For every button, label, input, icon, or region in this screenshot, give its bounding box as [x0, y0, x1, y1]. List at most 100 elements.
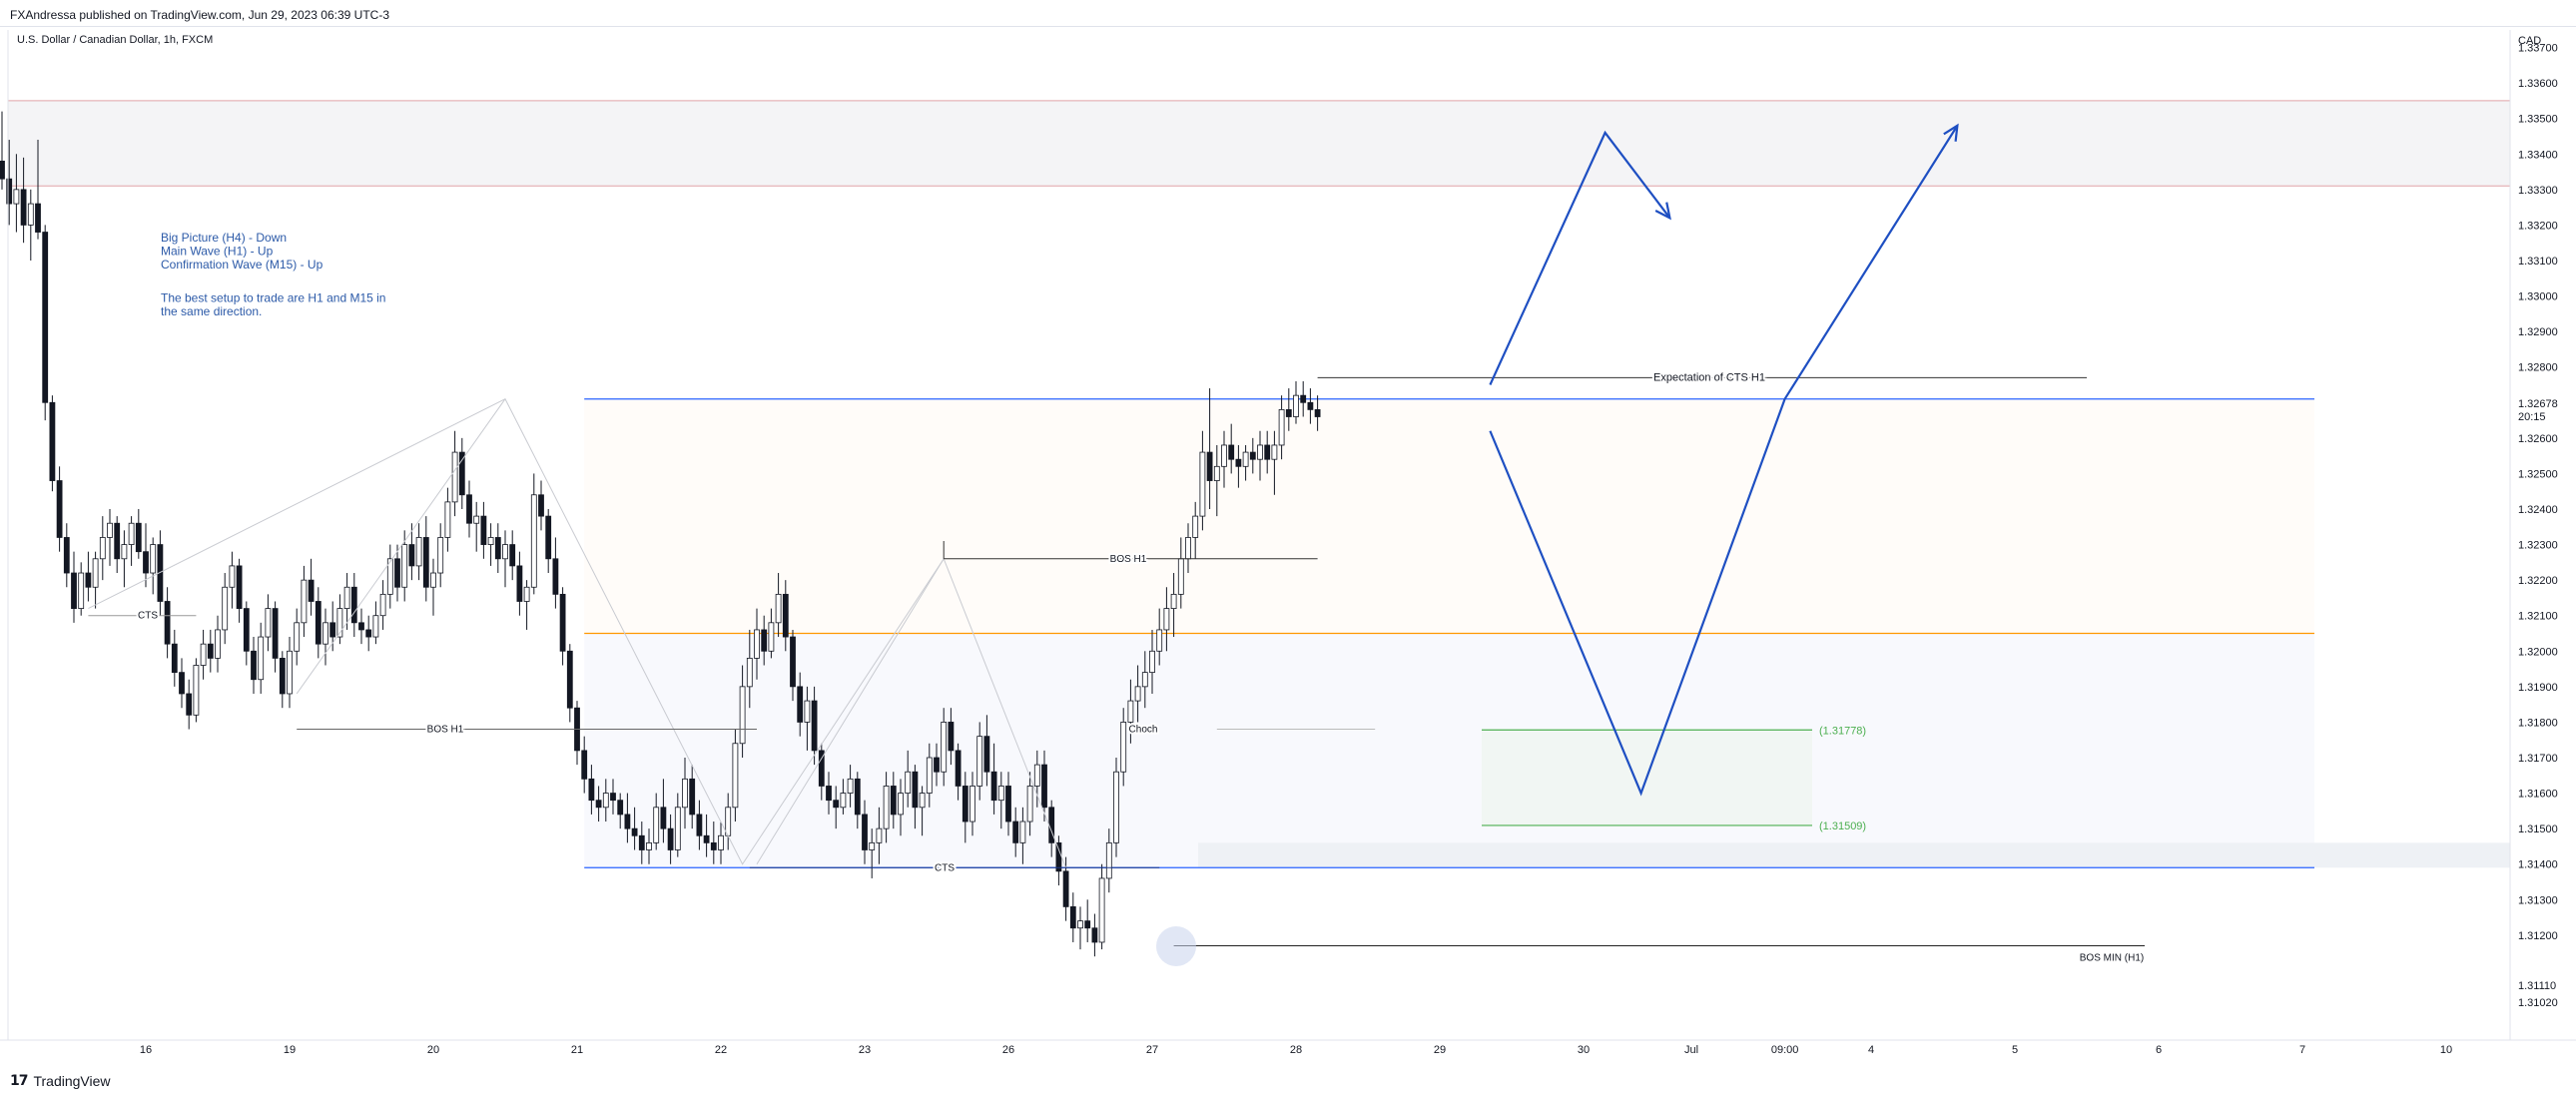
top-bar: FXAndressa published on TradingView.com,…	[0, 0, 2576, 27]
candle	[0, 160, 5, 180]
candle	[430, 572, 436, 588]
candle	[315, 601, 322, 645]
candle	[1141, 672, 1148, 688]
candle	[437, 537, 444, 574]
bos-h1-upper-label: BOS H1	[1110, 554, 1147, 565]
candle	[797, 686, 804, 723]
price-tick-label: 1.31110	[2518, 980, 2556, 992]
note-line: the same direction.	[161, 304, 262, 318]
time-tick-label: 19	[284, 1044, 296, 1056]
candle	[1026, 786, 1033, 823]
candle	[1105, 841, 1112, 879]
candle	[617, 800, 624, 816]
candle	[1098, 877, 1105, 943]
candle	[6, 178, 13, 205]
candle	[487, 537, 494, 545]
candle	[1300, 394, 1307, 403]
candle	[1249, 451, 1256, 460]
level-1.31778-label: (1.31778)	[1819, 725, 1866, 737]
candle	[1120, 722, 1127, 773]
candle	[847, 778, 854, 794]
candle	[1242, 451, 1249, 467]
candle	[502, 544, 508, 560]
price-tick-label: 1.33500	[2518, 114, 2558, 126]
price-chart[interactable]: (1.31778) (1.31509) Expectation of CTS H1…	[0, 26, 2576, 1069]
candle	[27, 203, 34, 226]
candle	[689, 778, 696, 816]
candle	[164, 601, 171, 645]
candle	[63, 537, 70, 574]
bos-h1-lower-label: BOS H1	[427, 725, 464, 736]
candle	[386, 558, 393, 595]
price-tick-label: 1.33300	[2518, 185, 2558, 197]
candle	[646, 841, 652, 850]
price-tick-label: 1.32000	[2518, 646, 2558, 658]
candle	[143, 551, 149, 574]
note-line: The best setup to trade are H1 and M15 i…	[161, 290, 385, 304]
price-axis[interactable]: 1.31020 1.31110 1.31200 1.31300 1.31400 1.315…	[2509, 30, 2558, 1040]
candle	[193, 665, 200, 716]
right-band	[1198, 842, 2510, 868]
candle	[545, 515, 552, 560]
candle	[1156, 629, 1163, 652]
time-tick-label: 6	[2156, 1044, 2162, 1056]
time-tick-label: 27	[1146, 1044, 1158, 1056]
time-tick-label: 16	[140, 1044, 152, 1056]
price-tick-label: 1.31900	[2518, 682, 2558, 694]
candle	[301, 579, 308, 624]
time-tick-label: Jul	[1684, 1044, 1698, 1056]
candle	[186, 693, 193, 716]
candle	[1170, 593, 1177, 609]
candle	[308, 579, 315, 602]
candle	[790, 636, 796, 688]
cts-bottom-label: CTS	[935, 862, 955, 873]
candle	[833, 800, 840, 809]
candle	[811, 700, 818, 752]
time-tick-label: 20	[427, 1044, 439, 1056]
arrowhead-up	[1943, 123, 1959, 142]
candles-layer	[0, 111, 1321, 957]
candle	[415, 537, 422, 567]
candle	[710, 841, 717, 850]
candle	[538, 494, 544, 517]
upper-range	[584, 398, 2315, 634]
candle	[1213, 465, 1220, 481]
candle	[1019, 821, 1026, 843]
candle	[638, 834, 645, 850]
candle	[804, 700, 811, 723]
candle	[1199, 451, 1206, 517]
candle	[1084, 920, 1091, 929]
candle	[1235, 458, 1242, 467]
candle	[35, 203, 41, 233]
price-tick-label: 1.33600	[2518, 78, 2558, 90]
candle	[624, 814, 631, 829]
candle	[926, 757, 933, 794]
candle	[602, 793, 609, 809]
candle	[660, 807, 667, 829]
candle	[408, 544, 415, 567]
candle	[739, 686, 746, 745]
candle	[890, 786, 897, 816]
candle	[696, 814, 703, 836]
candle	[179, 672, 185, 695]
candle	[746, 657, 753, 688]
swing-zigzag-3	[756, 558, 945, 864]
candle	[1185, 537, 1191, 560]
candle	[962, 786, 968, 823]
arrowhead-down	[1654, 202, 1671, 221]
candle	[703, 834, 710, 843]
candle	[1278, 408, 1285, 446]
candle	[265, 608, 272, 638]
candle	[1055, 841, 1062, 872]
time-tick-label: 23	[859, 1044, 871, 1056]
time-axis[interactable]: 16 19 20 21 22 23 26 27 28 29 30 Jul 09:00 4 5 6 7 10	[0, 30, 2576, 1056]
candle	[1012, 821, 1019, 843]
projection-main	[1489, 125, 1959, 797]
candle	[451, 451, 458, 503]
candle	[653, 807, 660, 843]
candle	[941, 722, 948, 773]
tradingview-brand[interactable]: 17 TradingView	[10, 1073, 111, 1089]
price-tick-label: 1.32100	[2518, 611, 2558, 623]
candle	[1149, 650, 1155, 674]
